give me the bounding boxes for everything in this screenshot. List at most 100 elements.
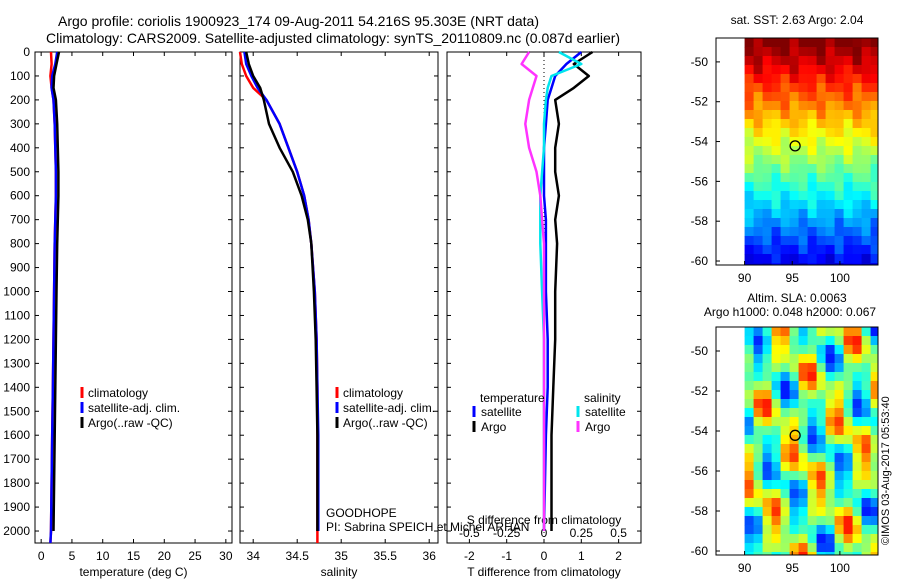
map-cell	[834, 417, 845, 427]
map-cell	[762, 200, 773, 210]
map-cell	[753, 101, 764, 111]
map-cell	[780, 444, 791, 454]
map-cell	[762, 381, 773, 391]
map-cell	[762, 227, 773, 237]
x-axis-label: temperature (deg C)	[79, 565, 187, 579]
map-cell	[843, 516, 854, 526]
map-cell	[861, 65, 872, 75]
map-cell	[825, 119, 836, 129]
map-cell	[780, 435, 791, 445]
map-cell	[780, 38, 791, 48]
map-cell	[789, 327, 800, 337]
map-cell	[780, 182, 791, 192]
map-cell	[807, 182, 818, 192]
map-cell	[789, 399, 800, 409]
y-tick-label: -56	[691, 464, 709, 478]
map-cell	[870, 101, 879, 111]
map-cell	[744, 516, 755, 526]
map-cell	[753, 236, 764, 246]
map-cell	[852, 236, 863, 246]
map-cell	[870, 83, 879, 93]
map-cell	[852, 263, 863, 266]
map-cell	[744, 489, 755, 499]
map-cell	[744, 552, 755, 556]
map-cell	[789, 200, 800, 210]
map-cell	[861, 245, 872, 255]
map-cell	[852, 65, 863, 75]
map-cell	[744, 390, 755, 400]
y-tick-label: 400	[10, 141, 30, 155]
map-cell	[816, 236, 827, 246]
map-cell	[762, 101, 773, 111]
map-cell	[861, 498, 872, 508]
map-cell	[825, 227, 836, 237]
imos-credit: ©IMOS 03-Aug-2017 05:53:40	[880, 396, 892, 545]
map-cell	[861, 119, 872, 129]
map-subtitle: Argo h1000: 0.048 h2000: 0.067	[704, 305, 876, 319]
map-cell	[780, 543, 791, 553]
x-tick-label: -1	[501, 549, 512, 563]
map-cell	[798, 164, 809, 174]
x-tick-label: 95	[786, 561, 800, 575]
x-tick-label: 20	[158, 549, 172, 563]
map-cell	[789, 471, 800, 481]
map-cell	[861, 218, 872, 228]
map-cell	[870, 390, 879, 400]
map-cell	[861, 381, 872, 391]
map-cell	[807, 435, 818, 445]
map-cell	[780, 245, 791, 255]
map-cell	[843, 137, 854, 147]
map-cell	[789, 191, 800, 201]
map-cell	[780, 155, 791, 165]
map-cell	[789, 363, 800, 373]
map-cell	[852, 200, 863, 210]
map-cell	[861, 471, 872, 481]
map-cell	[852, 209, 863, 219]
map-cell	[744, 444, 755, 454]
y-tick-label: 1000	[3, 285, 30, 299]
map-cell	[825, 92, 836, 102]
map-cell	[807, 390, 818, 400]
map-cell	[825, 236, 836, 246]
map-cell	[816, 83, 827, 93]
y-tick-label: 700	[10, 213, 30, 227]
map-cell	[807, 263, 818, 266]
map-cell	[870, 399, 879, 409]
map-cell	[807, 381, 818, 391]
map-cell	[852, 92, 863, 102]
map-cell	[798, 65, 809, 75]
map-cell	[816, 507, 827, 517]
map-cell	[762, 453, 773, 463]
map-cell	[834, 119, 845, 129]
map-cell	[762, 408, 773, 418]
map-cell	[861, 263, 872, 266]
map-cell	[771, 426, 782, 436]
map-cell	[762, 182, 773, 192]
map-cell	[861, 345, 872, 355]
map-cell	[807, 489, 818, 499]
map-cell	[753, 65, 764, 75]
map-cell	[807, 453, 818, 463]
map-cell	[861, 489, 872, 499]
map-cell	[771, 263, 782, 266]
map-cell	[834, 363, 845, 373]
map-frame	[715, 37, 879, 266]
map-cell	[807, 363, 818, 373]
map-cell	[807, 236, 818, 246]
map-cell	[771, 381, 782, 391]
legend-label: Argo(..raw -QC)	[88, 416, 173, 430]
map-cell	[798, 254, 809, 264]
map-cell	[762, 480, 773, 490]
map-cell	[807, 227, 818, 237]
legend-label: Argo	[585, 420, 611, 434]
map-cell	[843, 534, 854, 544]
map-cell	[807, 200, 818, 210]
map-cell	[816, 444, 827, 454]
map-cell	[798, 101, 809, 111]
map-cell	[870, 462, 879, 472]
map-cell	[852, 417, 863, 427]
map-cell	[870, 137, 879, 147]
map-cell	[870, 38, 879, 48]
map-cell	[789, 336, 800, 346]
map-cell	[762, 345, 773, 355]
